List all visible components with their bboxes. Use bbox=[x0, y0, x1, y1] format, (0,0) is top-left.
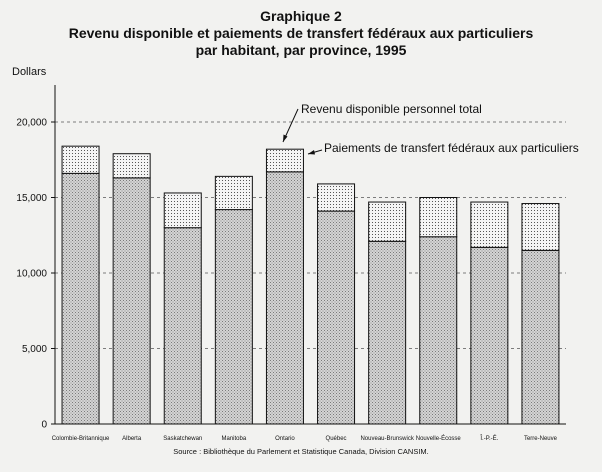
annotation-arrowhead-transfers bbox=[308, 150, 315, 155]
x-category-label: Alberta bbox=[122, 436, 142, 442]
x-category-label: Manitoba bbox=[222, 436, 247, 442]
y-tick-label: 15,000 bbox=[16, 193, 47, 204]
bar-disposable-income-base bbox=[317, 210, 356, 425]
bar-federal-transfers-segment bbox=[470, 201, 509, 248]
x-category-label: Terre-Neuve bbox=[524, 436, 558, 442]
bar-federal-transfers-segment bbox=[163, 192, 202, 229]
x-category-label: Ontario bbox=[275, 436, 295, 442]
x-category-label: Nouveau-Brunswick bbox=[360, 436, 414, 442]
annotation-arrowhead-total bbox=[283, 134, 288, 142]
x-category-label: Saskatchewan bbox=[163, 436, 202, 442]
y-tick-label: 0 bbox=[41, 420, 47, 431]
chart-subtitle-line-2: par habitant, par province, 1995 bbox=[195, 42, 407, 58]
chart-subtitle-line-1: Revenu disponible et paiements de transf… bbox=[68, 25, 534, 41]
bar-disposable-income-base bbox=[265, 171, 304, 425]
y-tick-label: 20,000 bbox=[16, 118, 47, 129]
annotation-total-income: Revenu disponible personnel total bbox=[301, 102, 482, 116]
x-category-label: Î.-P.-É. bbox=[479, 435, 498, 442]
bar-disposable-income-base bbox=[214, 209, 253, 425]
bar-federal-transfers-segment bbox=[61, 145, 100, 174]
chart-title: Graphique 2 bbox=[260, 8, 342, 24]
y-tick-label: 10,000 bbox=[16, 269, 47, 280]
annotation-transfers: Paiements de transfert fédéraux aux part… bbox=[324, 141, 579, 155]
x-category-label: Nouvelle-Écosse bbox=[416, 435, 462, 442]
x-category-label: Colombie-Britannique bbox=[52, 436, 110, 442]
bar-disposable-income-base bbox=[470, 246, 509, 425]
source-note: Source : Bibliothèque du Parlement et St… bbox=[173, 447, 429, 456]
bar-disposable-income-base bbox=[163, 227, 202, 425]
bar-disposable-income-base bbox=[368, 240, 407, 425]
bar-federal-transfers-segment bbox=[214, 175, 253, 211]
bar-disposable-income-base bbox=[61, 172, 100, 425]
bar-disposable-income-base bbox=[419, 236, 458, 425]
bar-federal-transfers-segment bbox=[521, 203, 560, 251]
bar-federal-transfers-segment bbox=[368, 201, 407, 242]
y-tick-label: 5,000 bbox=[22, 344, 47, 355]
bar-federal-transfers-segment bbox=[419, 197, 458, 238]
bar-federal-transfers-segment bbox=[112, 153, 151, 179]
y-axis-label: Dollars bbox=[12, 66, 47, 78]
x-category-label: Québec bbox=[326, 436, 347, 442]
bar-disposable-income-base bbox=[112, 177, 151, 425]
bar-federal-transfers-segment bbox=[265, 148, 304, 173]
bar-disposable-income-base bbox=[521, 249, 560, 425]
chart-title-block: Graphique 2 Revenu disponible et paiemen… bbox=[0, 8, 602, 59]
bar-federal-transfers-segment bbox=[317, 183, 356, 212]
